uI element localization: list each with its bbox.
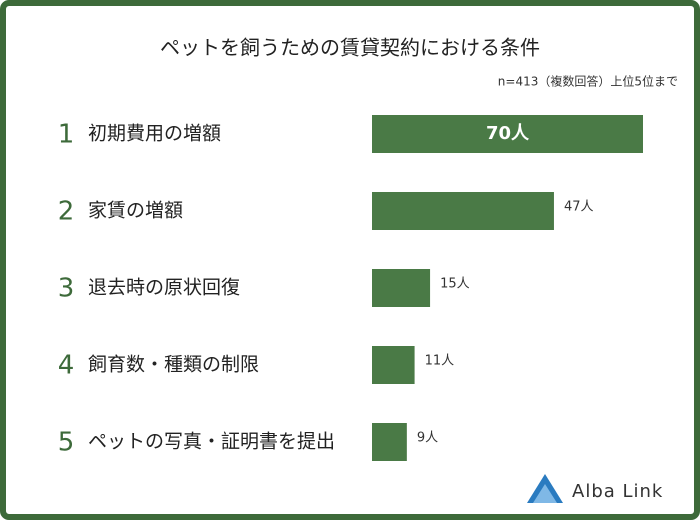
value-label: 11人 bbox=[425, 354, 455, 369]
bar bbox=[372, 192, 554, 230]
rank-label: 2 bbox=[58, 197, 75, 227]
category-label: 退去時の原状回復 bbox=[88, 277, 240, 299]
value-label: 15人 bbox=[440, 277, 470, 292]
chart-subtitle: n=413（複数回答）上位5位まで bbox=[498, 74, 678, 89]
rank-label: 4 bbox=[58, 351, 75, 381]
bar bbox=[372, 269, 431, 307]
category-label: 家賃の増額 bbox=[88, 200, 183, 222]
bar bbox=[372, 423, 407, 461]
logo: Alba Link bbox=[527, 474, 663, 503]
chart-title: ペットを飼うための賃貸契約における条件 bbox=[160, 36, 540, 60]
category-label: 飼育数・種類の制限 bbox=[88, 354, 259, 376]
category-label: ペットの写真・証明書を提出 bbox=[88, 431, 335, 453]
logo-icon-inner bbox=[533, 484, 557, 503]
rank-label: 1 bbox=[58, 120, 75, 150]
value-label: 9人 bbox=[417, 431, 438, 446]
logo-text: Alba Link bbox=[572, 481, 663, 502]
rank-label: 5 bbox=[58, 428, 75, 458]
rank-label: 3 bbox=[58, 274, 75, 304]
value-label: 47人 bbox=[564, 200, 594, 215]
category-label: 初期費用の増額 bbox=[88, 123, 221, 145]
bar bbox=[372, 115, 643, 153]
bar bbox=[372, 346, 415, 384]
value-label: 70人 bbox=[486, 123, 530, 144]
